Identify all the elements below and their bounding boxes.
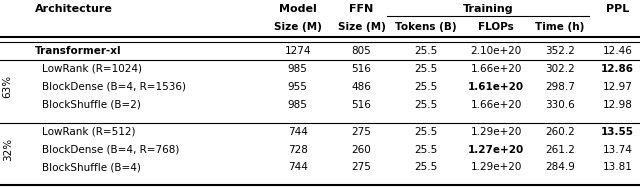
Text: 260.2: 260.2 <box>545 127 575 137</box>
Text: 1.61e+20: 1.61e+20 <box>468 82 524 92</box>
Text: 352.2: 352.2 <box>545 46 575 56</box>
Text: BlockDense (B=4, R=768): BlockDense (B=4, R=768) <box>42 145 179 155</box>
Text: 32%: 32% <box>3 138 13 161</box>
Text: 1274: 1274 <box>284 46 311 56</box>
Text: 284.9: 284.9 <box>545 162 575 172</box>
Text: 985: 985 <box>287 100 308 110</box>
Text: LowRank (R=1024): LowRank (R=1024) <box>42 64 141 74</box>
Text: 12.97: 12.97 <box>603 82 632 92</box>
Text: 12.86: 12.86 <box>601 64 634 74</box>
Text: 25.5: 25.5 <box>414 46 437 56</box>
Text: 516: 516 <box>351 100 372 110</box>
Text: 63%: 63% <box>3 75 13 98</box>
Text: 2.10e+20: 2.10e+20 <box>470 46 522 56</box>
Text: Time (h): Time (h) <box>535 22 585 32</box>
Text: Model: Model <box>279 4 316 14</box>
Text: PPL: PPL <box>606 4 629 14</box>
Text: FLOPs: FLOPs <box>478 22 514 32</box>
Text: 955: 955 <box>287 82 308 92</box>
Text: 25.5: 25.5 <box>414 100 437 110</box>
Text: Size (M): Size (M) <box>274 22 321 32</box>
Text: 13.81: 13.81 <box>603 162 632 172</box>
Text: 275: 275 <box>351 162 372 172</box>
Text: FFN: FFN <box>349 4 374 14</box>
Text: 275: 275 <box>351 127 372 137</box>
Text: 805: 805 <box>352 46 371 56</box>
Text: 12.46: 12.46 <box>603 46 632 56</box>
Text: 985: 985 <box>287 64 308 74</box>
Text: 744: 744 <box>287 127 308 137</box>
Text: 744: 744 <box>287 162 308 172</box>
Text: Tokens (B): Tokens (B) <box>395 22 456 32</box>
Text: 25.5: 25.5 <box>414 145 437 155</box>
Text: 302.2: 302.2 <box>545 64 575 74</box>
Text: 1.66e+20: 1.66e+20 <box>470 64 522 74</box>
Text: Size (M): Size (M) <box>338 22 385 32</box>
Text: Transformer-xl: Transformer-xl <box>35 46 122 56</box>
Text: 25.5: 25.5 <box>414 127 437 137</box>
Text: 516: 516 <box>351 64 372 74</box>
Text: Training: Training <box>463 4 513 14</box>
Text: BlockShuffle (B=2): BlockShuffle (B=2) <box>42 100 140 110</box>
Text: 13.74: 13.74 <box>603 145 632 155</box>
Text: 486: 486 <box>351 82 372 92</box>
Text: LowRank (R=512): LowRank (R=512) <box>42 127 135 137</box>
Text: 1.66e+20: 1.66e+20 <box>470 100 522 110</box>
Text: 261.2: 261.2 <box>545 145 575 155</box>
Text: 728: 728 <box>287 145 308 155</box>
Text: Architecture: Architecture <box>35 4 113 14</box>
Text: BlockDense (B=4, R=1536): BlockDense (B=4, R=1536) <box>42 82 186 92</box>
Text: 260: 260 <box>352 145 371 155</box>
Text: 1.27e+20: 1.27e+20 <box>468 145 524 155</box>
Text: 25.5: 25.5 <box>414 64 437 74</box>
Text: BlockShuffle (B=4): BlockShuffle (B=4) <box>42 162 140 172</box>
Text: 25.5: 25.5 <box>414 82 437 92</box>
Text: 298.7: 298.7 <box>545 82 575 92</box>
Text: 1.29e+20: 1.29e+20 <box>470 162 522 172</box>
Text: 13.55: 13.55 <box>601 127 634 137</box>
Text: 25.5: 25.5 <box>414 162 437 172</box>
Text: 12.98: 12.98 <box>603 100 632 110</box>
Text: 330.6: 330.6 <box>545 100 575 110</box>
Text: 1.29e+20: 1.29e+20 <box>470 127 522 137</box>
